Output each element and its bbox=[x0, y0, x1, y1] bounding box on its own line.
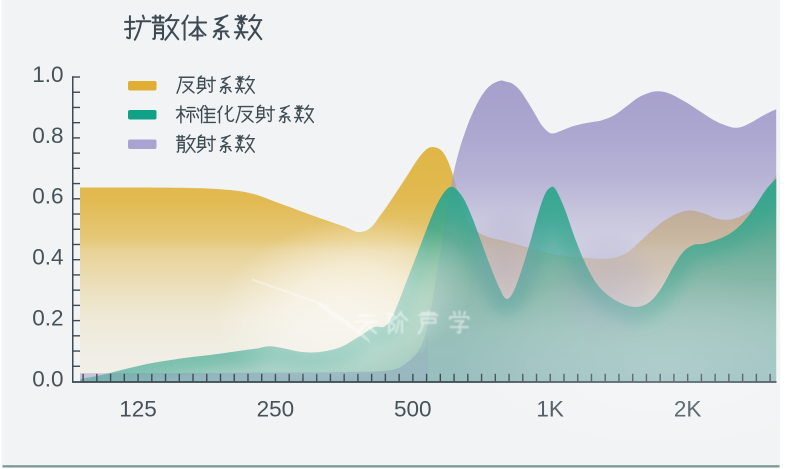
svg-text:0.4: 0.4 bbox=[32, 245, 63, 270]
svg-text:0.0: 0.0 bbox=[32, 366, 63, 391]
svg-text:0.8: 0.8 bbox=[32, 123, 63, 148]
svg-text:500: 500 bbox=[394, 397, 432, 422]
svg-text:125: 125 bbox=[119, 397, 157, 422]
svg-text:0.6: 0.6 bbox=[32, 184, 63, 209]
svg-text:1.0: 1.0 bbox=[32, 62, 63, 87]
svg-text:250: 250 bbox=[257, 397, 295, 422]
svg-text:0.2: 0.2 bbox=[32, 306, 63, 331]
